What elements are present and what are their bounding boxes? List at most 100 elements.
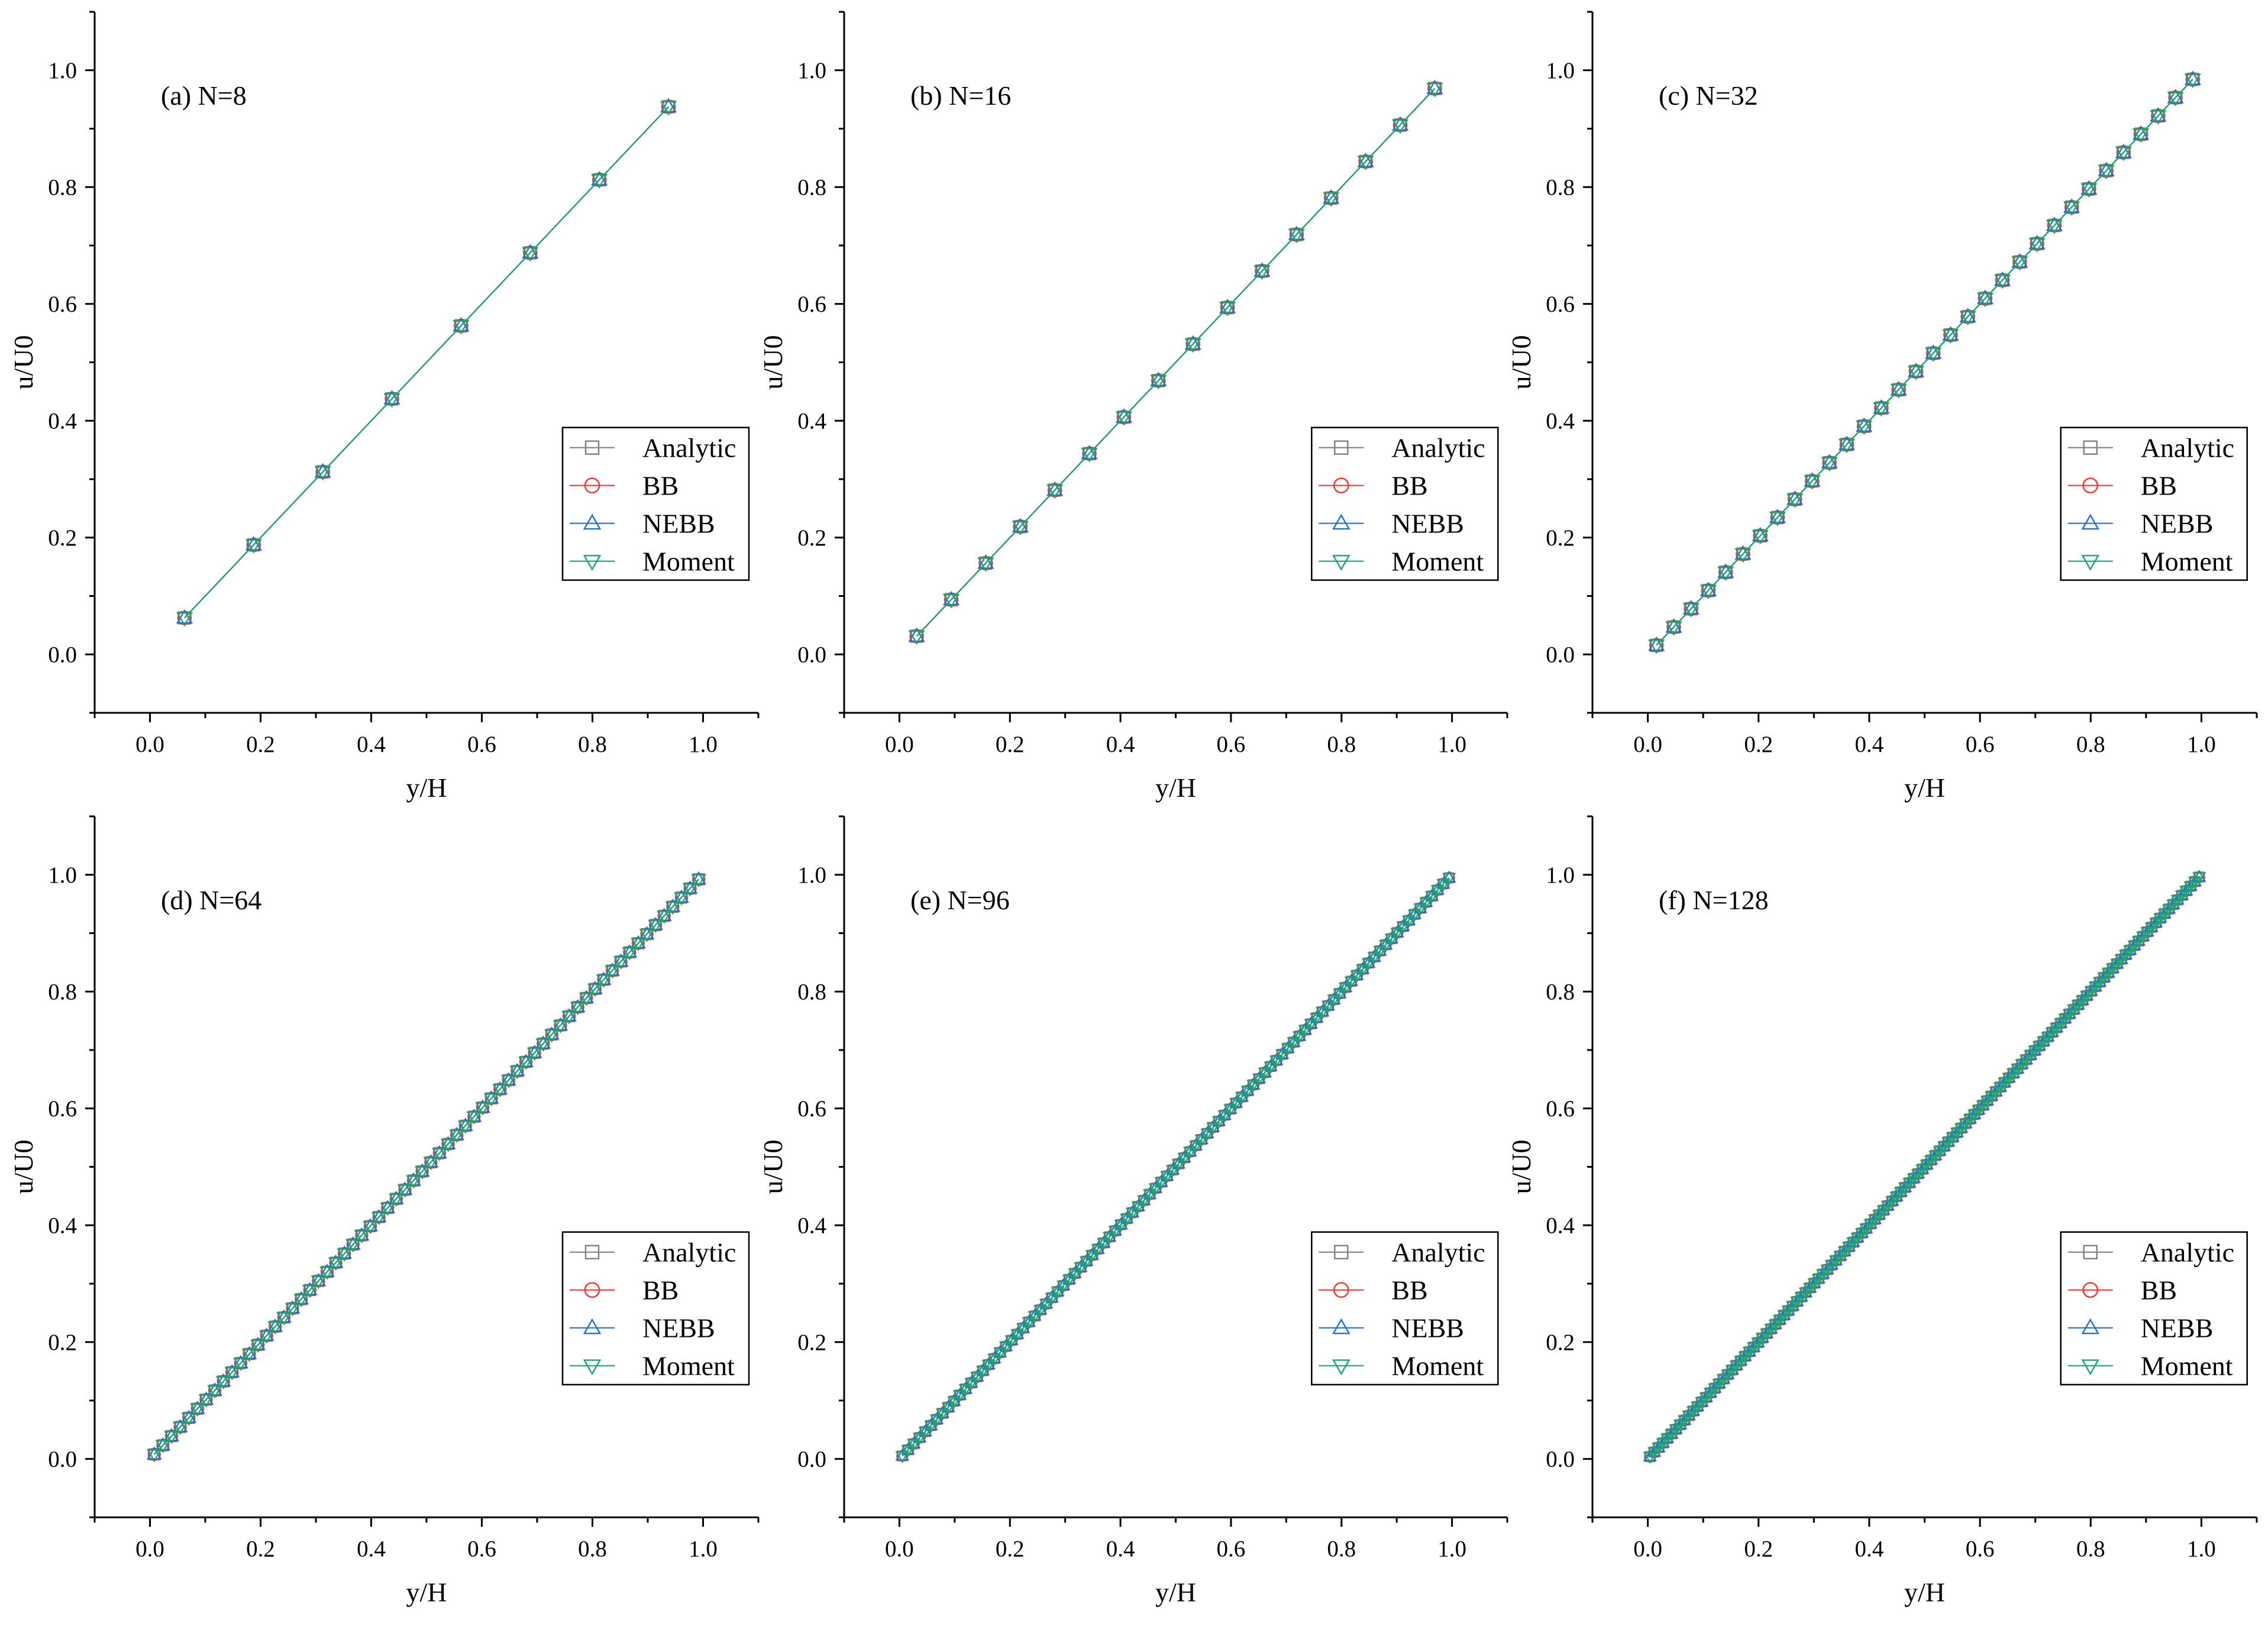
y-axis-label: u/U0: [758, 1140, 788, 1194]
data-point-moment: [1772, 1314, 1787, 1327]
data-point-moment: [1137, 1196, 1151, 1208]
data-point-nebb: [1081, 444, 1098, 460]
data-point-nebb: [241, 1346, 257, 1359]
legend-marker-bb: [1333, 477, 1349, 494]
data-point-moment: [1148, 1183, 1163, 1196]
data-point-moment: [1972, 1105, 1986, 1117]
x-tick-label: 1.0: [2187, 732, 2216, 757]
data-point-moment: [1200, 1128, 1214, 1141]
data-point-moment: [241, 1348, 257, 1362]
data-point-moment: [383, 393, 400, 408]
data-point-nebb: [1085, 1248, 1100, 1260]
data-point-moment: [1807, 1278, 1821, 1291]
data-point-moment: [1143, 1189, 1157, 1202]
data-point-moment: [1333, 988, 1347, 1001]
data-point-moment: [1699, 1393, 1713, 1405]
data-point-moment: [1396, 922, 1410, 934]
data-point-nebb: [895, 1448, 909, 1461]
data-point-moment: [1959, 1119, 1973, 1131]
data-point-moment: [1108, 1226, 1122, 1238]
data-point-moment: [977, 557, 994, 572]
data-point-moment: [1188, 1141, 1203, 1153]
data-point-moment: [224, 1366, 240, 1381]
data-point-nebb: [970, 1369, 984, 1382]
data-point-moment: [1752, 529, 1769, 545]
data-point-moment: [207, 1385, 222, 1399]
x-tick-label: 1.0: [1437, 732, 1466, 757]
data-point-nebb: [509, 1062, 525, 1077]
data-point-moment: [1804, 475, 1821, 490]
y-tick-label: 0.2: [48, 1330, 77, 1355]
data-point-nebb: [363, 1218, 378, 1232]
data-point-nebb: [952, 1387, 967, 1400]
data-point-nebb: [453, 316, 470, 332]
data-point-moment: [1963, 1114, 1977, 1126]
data-point-moment: [1080, 1256, 1094, 1269]
data-point-nebb: [293, 1291, 309, 1305]
data-point-moment: [164, 1430, 179, 1445]
data-point-moment: [2153, 913, 2167, 926]
data-point-moment: [912, 1433, 927, 1445]
x-axis-label: y/H: [406, 773, 447, 803]
data-point-moment: [233, 1358, 248, 1371]
data-point-nebb: [267, 1318, 283, 1332]
data-point-nebb: [1252, 1071, 1267, 1084]
data-point-moment: [1881, 1201, 1895, 1213]
legend-label: NEBB: [642, 1313, 715, 1343]
data-point-moment: [1889, 1191, 1904, 1204]
data-point-nebb: [2132, 125, 2150, 140]
data-point-nebb: [1165, 1162, 1180, 1175]
data-point-moment: [457, 1120, 473, 1134]
data-point-moment: [1310, 1013, 1324, 1025]
data-point-moment: [2075, 995, 2090, 1008]
data-point-nebb: [1856, 417, 1873, 432]
x-tick-label: 0.0: [1633, 732, 1662, 757]
legend-marker-analytic: [584, 1245, 600, 1259]
data-point-nebb: [1137, 1193, 1151, 1206]
data-point-moment: [2118, 949, 2133, 962]
y-tick-label: 0.0: [48, 642, 77, 667]
data-point-nebb: [1304, 1016, 1318, 1029]
data-point-nebb: [1039, 1296, 1054, 1309]
data-point-nebb: [207, 1382, 222, 1396]
data-point-moment: [1264, 1061, 1278, 1074]
data-point-moment: [1898, 1183, 1912, 1195]
data-point-moment: [2127, 941, 2141, 953]
legend-label: Moment: [1391, 1351, 1484, 1381]
data-point-nebb: [155, 1437, 171, 1450]
data-point-nebb: [314, 463, 331, 478]
data-point-moment: [1717, 566, 1734, 581]
x-axis-label: y/H: [1155, 773, 1196, 803]
data-point-nebb: [1115, 408, 1132, 423]
data-point-moment: [1010, 1329, 1025, 1342]
data-point-nebb: [1188, 1138, 1203, 1151]
y-tick-label: 0.2: [797, 1330, 826, 1355]
data-point-nebb: [1171, 1156, 1186, 1169]
data-point-moment: [1980, 1096, 1995, 1109]
y-tick-label: 0.4: [797, 408, 826, 434]
data-point-nebb: [1361, 955, 1376, 968]
data-point-moment: [1678, 1415, 1692, 1428]
legend-label: Analytic: [1391, 433, 1485, 463]
data-point-nebb: [146, 1446, 162, 1460]
legend-marker-moment: [2081, 1359, 2099, 1375]
data-point-nebb: [1424, 889, 1439, 901]
data-point-nebb: [250, 1336, 266, 1351]
legend-marker-nebb: [583, 1318, 602, 1335]
legend-label: Analytic: [642, 1238, 736, 1268]
data-point-moment: [311, 1275, 327, 1290]
data-point-nebb: [2115, 143, 2132, 159]
data-point-nebb: [570, 999, 586, 1013]
x-tick-label: 0.2: [1744, 1536, 1773, 1562]
legend-label: Analytic: [642, 433, 736, 463]
data-point-nebb: [1057, 1278, 1071, 1291]
data-point-moment: [1004, 1335, 1019, 1348]
legend: Analytic BB NEBB Moment: [2060, 1231, 2248, 1385]
data-point-nebb: [1211, 1113, 1226, 1126]
data-point-nebb: [1264, 1059, 1278, 1071]
data-point-nebb: [1125, 1205, 1140, 1217]
y-tick-label: 0.0: [1546, 1446, 1575, 1472]
data-point-moment: [1648, 639, 1665, 654]
data-point-moment: [1856, 420, 1873, 435]
data-point-nebb: [371, 1209, 387, 1223]
